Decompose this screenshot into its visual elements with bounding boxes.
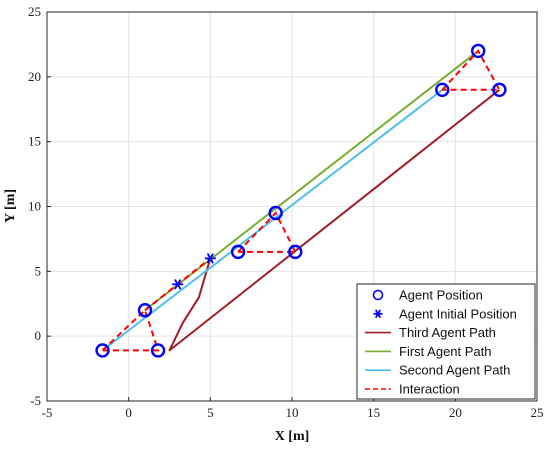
agent-position-marker [230,244,246,260]
y-tick-label: 20 [28,69,41,84]
agent-position-marker [268,205,283,221]
agent-position-marker [137,303,153,318]
y-tick-label: 5 [35,263,42,278]
y-tick-label: -5 [30,393,41,408]
interaction-dashed-line [237,211,297,253]
agent-initial-position-marker [204,253,216,264]
axis-ticks: -5 0 5 10 15 20 25 -5 0 5 10 15 20 25 [28,4,544,420]
agent-initial-position-marker [172,279,184,290]
series-layer [95,43,507,358]
y-tick-label: 0 [35,328,42,343]
interaction-dashed-line [441,49,502,91]
agent-position-marker [288,244,303,260]
x-tick-label: 10 [286,405,299,420]
x-tick-label: 20 [449,405,462,420]
x-axis-title: X [m] [275,429,310,444]
x-tick-label: 5 [207,405,214,420]
agent-position-marker [471,43,486,59]
legend-interaction-label: Interaction [399,382,460,397]
agent-position-marker [435,82,450,98]
x-tick-label: -5 [42,405,53,420]
agent-position-marker [150,343,166,358]
legend-first-agent-path-label: First Agent Path [399,344,492,359]
y-tick-label: 25 [28,4,41,19]
legend: Agent Position Agent Initial Position Thir… [356,283,536,400]
legend-second-agent-path-label: Second Agent Path [399,363,510,378]
third-agent-path-line [168,89,501,352]
y-tick-label: 15 [28,134,41,149]
y-tick-label: 10 [28,199,41,214]
x-tick-label: 25 [531,405,544,420]
second-agent-path-line [101,89,443,352]
legend-box [356,283,536,400]
legend-third-agent-path-label: Third Agent Path [399,325,496,340]
x-tick-label: 0 [125,405,132,420]
legend-agent-position-swatch [372,289,384,301]
x-tick-label: 15 [367,405,380,420]
agent-position-marker [95,343,110,358]
y-axis-title: Y [m] [3,189,18,223]
legend-agent-initial-position-swatch [373,309,383,319]
agent-position-marker [492,82,507,98]
legend-agent-position-label: Agent Position [399,288,483,303]
legend-agent-initial-position-label: Agent Initial Position [399,306,517,321]
